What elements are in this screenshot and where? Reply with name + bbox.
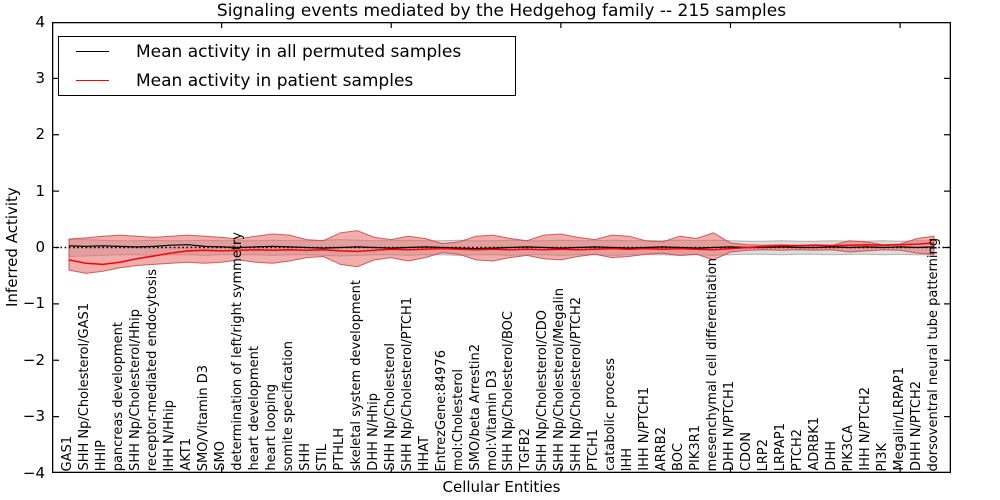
- x-category-label: SHH Np/Cholesterol/CDO: [535, 309, 551, 471]
- x-axis-label: Cellular Entities: [442, 478, 561, 496]
- x-category-label: EntrezGene:84976: [433, 349, 449, 471]
- x-category-label: BOC: [671, 443, 687, 471]
- patient-mean-line: [68, 242, 935, 266]
- x-category-label: TGFB2: [518, 428, 534, 471]
- x-category-label: HHIP: [94, 439, 110, 471]
- x-category-label: IHH N/Hhip: [162, 399, 178, 472]
- x-category-label: skeletal system development: [348, 279, 364, 471]
- x-category-label: PIK3CA: [840, 424, 856, 471]
- x-category-label: somite specification: [280, 340, 296, 471]
- x-category-label: CDON: [738, 431, 754, 471]
- x-category-label: SHH Np/Cholesterol/PTCH1: [399, 296, 415, 471]
- x-category-label: mesenchymal cell differentiation: [705, 257, 721, 471]
- legend-item-permuted: Mean activity in all permuted samples: [59, 37, 515, 66]
- legend: Mean activity in all permuted samples Me…: [58, 36, 516, 96]
- permuted-mean-line: [68, 244, 935, 250]
- plot-canvas: [52, 22, 951, 473]
- x-category-label: PTHLH: [331, 428, 347, 471]
- x-category-label: PTCH1: [586, 428, 602, 471]
- y-tick-label: 1: [35, 181, 45, 200]
- x-category-label: SMO/Vitamin D3: [196, 364, 212, 471]
- x-category-label: AKT1: [179, 438, 195, 471]
- x-category-label: SMO/beta Arrestin2: [467, 344, 483, 471]
- x-category-label: Megalin/LRPAP1: [891, 367, 907, 471]
- x-category-label: DHH N/PTCH1: [721, 381, 737, 471]
- x-category-label: SMO: [213, 441, 229, 471]
- x-category-label: IHH N/PTCH1: [637, 387, 653, 471]
- x-category-label: pancreas development: [111, 321, 127, 471]
- y-tick-label: 0: [35, 238, 45, 256]
- x-category-label: PIK3R1: [688, 425, 704, 471]
- y-tick-label: −3: [22, 407, 45, 426]
- x-category-label: DHH N/Hhip: [365, 393, 381, 471]
- permuted-line-swatch-icon: [76, 51, 109, 52]
- patient-line-swatch-icon: [76, 80, 109, 81]
- x-category-label: ADRBK1: [806, 417, 822, 471]
- y-tick-label: 2: [35, 125, 45, 144]
- patient-samples-band-area: [68, 230, 935, 274]
- x-category-label: HHAT: [416, 435, 432, 471]
- legend-label: Mean activity in patient samples: [136, 70, 414, 91]
- x-category-label: mol:Vitamin D3: [484, 370, 500, 471]
- x-category-label: heart looping: [264, 384, 279, 471]
- x-category-label: SHH: [297, 443, 313, 471]
- y-tick-label: −2: [22, 350, 45, 369]
- x-category-label: catabolic process: [603, 358, 619, 471]
- x-category-label: PI3K: [874, 442, 890, 471]
- x-category-label: LRP2: [755, 438, 771, 471]
- x-category-label: dorsoventral neural tube patterning: [925, 237, 941, 471]
- x-category-label: SHH Np/Cholesterol/BOC: [501, 310, 517, 471]
- y-tick-label: 3: [35, 68, 45, 87]
- x-category-label: SHH Np/Cholesterol: [382, 343, 398, 471]
- x-category-label: DHH: [823, 441, 839, 471]
- x-category-label: STIL: [314, 443, 330, 471]
- plot-area: [52, 22, 951, 473]
- x-category-label: LRPAP1: [772, 422, 788, 471]
- x-category-label: receptor-mediated endocytosis: [145, 268, 161, 471]
- x-category-label: DHH N/PTCH2: [908, 381, 924, 471]
- x-category-label: SHH Np/Cholesterol/Hhip: [128, 309, 144, 471]
- axes-spines: [52, 22, 951, 473]
- x-category-label: IHH N/PTCH2: [857, 387, 873, 471]
- x-category-label: SHH Np/Cholesterol/PTCH2: [569, 296, 585, 471]
- x-category-label: IHH: [620, 447, 636, 471]
- x-category-label: SHH Np/Cholesterol/Megalin: [552, 288, 568, 471]
- x-category-label: mol:Cholesterol: [450, 369, 466, 471]
- legend-item-patient: Mean activity in patient samples: [59, 66, 515, 95]
- x-category-label: PTCH2: [789, 428, 805, 471]
- x-category-label: determination of left/right symmetry: [230, 232, 246, 471]
- chart-title: Signaling events mediated by the Hedgeho…: [216, 1, 787, 21]
- x-category-label: SHH Np/Cholesterol/GAS1: [77, 303, 93, 471]
- y-tick-label: −4: [22, 463, 45, 482]
- legend-label: Mean activity in all permuted samples: [136, 41, 462, 62]
- y-tick-label: −1: [22, 294, 45, 313]
- y-tick-label: 4: [35, 12, 45, 31]
- x-category-label: ARRB2: [654, 426, 670, 471]
- x-category-label: heart development: [247, 346, 263, 471]
- x-category-label: GAS1: [60, 435, 76, 472]
